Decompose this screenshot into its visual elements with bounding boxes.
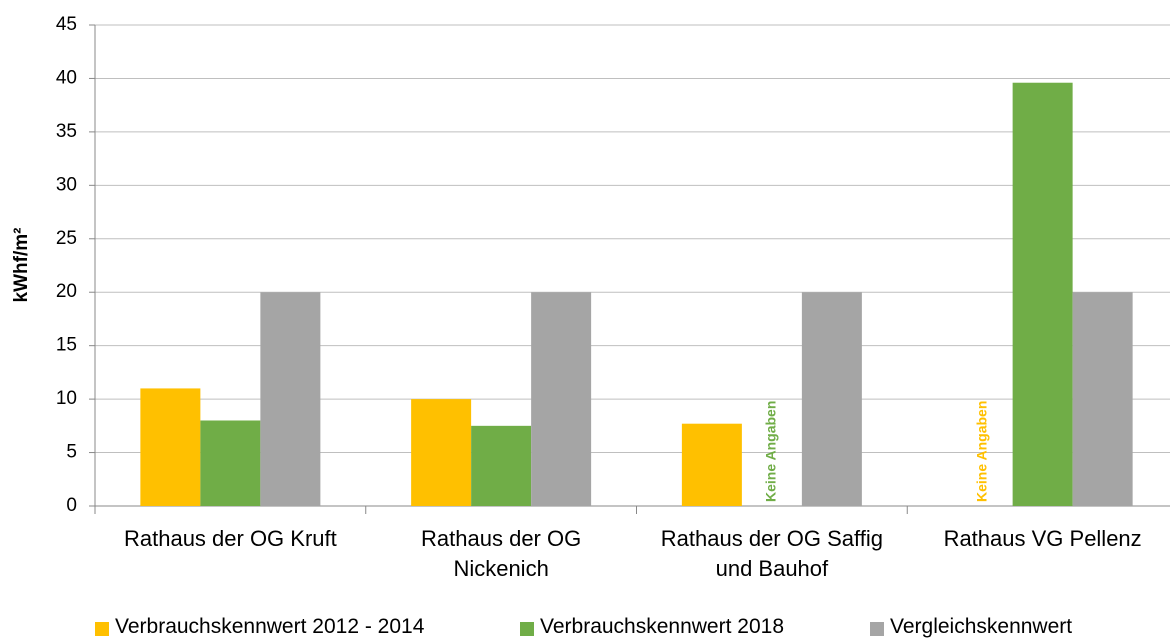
y-tick-label: 25: [56, 228, 77, 249]
legend-swatch: [520, 622, 534, 636]
y-tick-label: 15: [56, 335, 77, 356]
annotation: Keine Angaben: [763, 401, 779, 502]
legend-label: Vergleichskennwert: [890, 615, 1073, 638]
bar: [531, 292, 592, 506]
bar: [1012, 82, 1073, 506]
legend-label: Verbrauchskennwert 2012 - 2014: [115, 615, 425, 638]
y-tick-label: 30: [56, 174, 77, 195]
bar: [411, 399, 472, 506]
bar: [140, 388, 201, 506]
x-tick-label: Rathaus der OG Saffig und Bauhof: [660, 526, 883, 581]
x-tick-label: Rathaus der OG Nickenich: [421, 526, 582, 581]
legend-swatch: [95, 622, 109, 636]
bar: [471, 425, 532, 506]
bar: [681, 423, 742, 506]
y-tick-label: 45: [56, 14, 77, 35]
y-tick-label: 20: [56, 281, 77, 302]
y-axis-label: kWhf/m²: [11, 228, 32, 303]
y-tick-label: 40: [56, 67, 77, 88]
x-tick-label: Rathaus der OG Kruft: [123, 526, 337, 551]
bar: [801, 292, 862, 506]
legend-label: Verbrauchskennwert 2018: [540, 615, 784, 638]
y-tick-label: 0: [66, 495, 77, 516]
legend-swatch: [870, 622, 884, 636]
bar: [260, 292, 321, 506]
x-tick-label: Rathaus VG Pellenz: [943, 526, 1142, 551]
bar: [200, 420, 261, 506]
y-tick-label: 10: [56, 388, 77, 409]
y-tick-label: 35: [56, 121, 77, 142]
y-tick-label: 5: [66, 442, 77, 463]
bar: [1072, 292, 1133, 506]
annotation: Keine Angaben: [973, 401, 989, 502]
